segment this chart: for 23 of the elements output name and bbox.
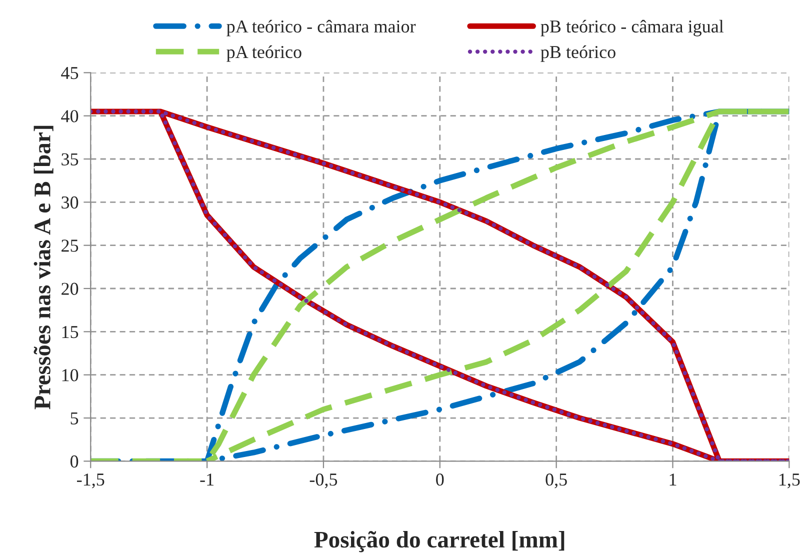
- y-tick-label: 30: [62, 196, 78, 209]
- x-tick-label: -1,5: [77, 474, 104, 488]
- legend-label: pA teórico: [226, 45, 302, 62]
- legend-label: pA teórico - câmara maior: [226, 20, 416, 36]
- y-tick-label: 25: [62, 240, 78, 252]
- y-tick-label: 0: [70, 455, 78, 468]
- y-tick-label: 40: [61, 110, 78, 122]
- y-tick-label: 20: [62, 282, 78, 295]
- x-tick-label: 0: [436, 474, 444, 486]
- x-tick-label: -1: [200, 474, 214, 486]
- x-tick-label: 1,5: [779, 474, 800, 488]
- x-tick-label: -0,5: [310, 474, 338, 488]
- y-tick-label: 15: [62, 326, 78, 338]
- x-axis-title: Posição do carretel [mm]: [314, 530, 564, 552]
- legend-label: pB teórico - câmara igual: [540, 20, 724, 36]
- legend-label: pB teórico: [540, 45, 616, 62]
- y-tick-label: 35: [62, 153, 78, 166]
- y-axis-title: Pressões nas vias A e B [bar]: [34, 126, 54, 410]
- x-tick-label: 0,5: [546, 474, 567, 488]
- x-tick-label: 1: [670, 474, 676, 486]
- y-tick-label: 5: [70, 412, 78, 424]
- y-tick-label: 10: [62, 369, 78, 382]
- y-tick-label: 45: [61, 67, 78, 80]
